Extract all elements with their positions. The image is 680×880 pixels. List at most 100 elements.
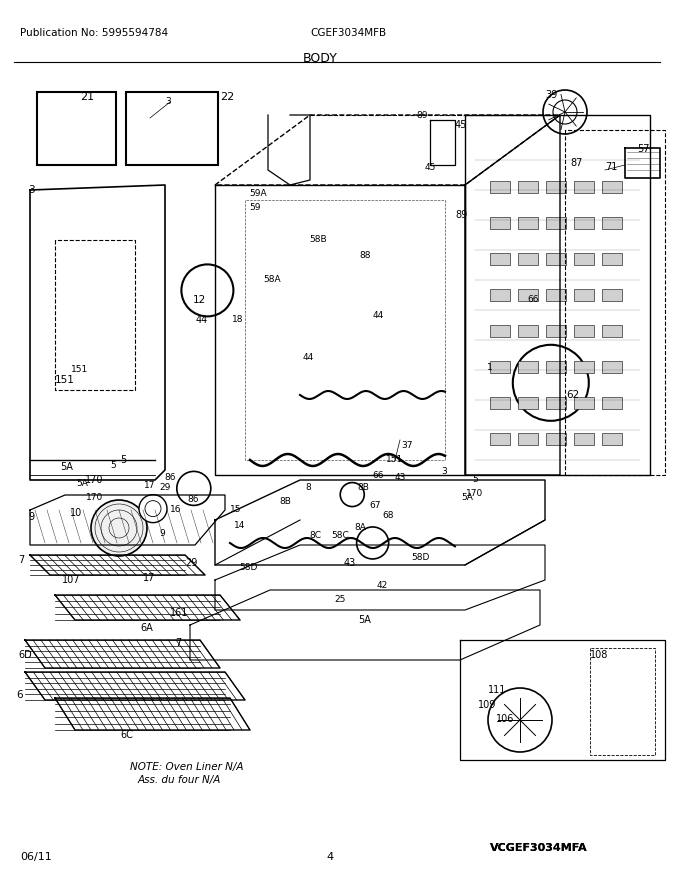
- Bar: [37, 92, 116, 165]
- Text: 109: 109: [478, 700, 496, 710]
- Text: 21: 21: [80, 92, 94, 102]
- Text: 17: 17: [144, 480, 156, 489]
- Bar: [126, 92, 218, 165]
- Text: 29: 29: [159, 483, 171, 493]
- Circle shape: [488, 688, 552, 752]
- Bar: [602, 289, 622, 301]
- Bar: [518, 325, 538, 337]
- Bar: [518, 217, 538, 229]
- Bar: [518, 361, 538, 373]
- Text: 5: 5: [472, 475, 478, 485]
- Text: 58C: 58C: [331, 531, 349, 539]
- Text: 6C: 6C: [120, 730, 133, 740]
- Text: 3: 3: [165, 98, 171, 106]
- Bar: [574, 325, 594, 337]
- Bar: [546, 289, 566, 301]
- Text: 67: 67: [369, 501, 381, 510]
- Text: 6: 6: [16, 690, 22, 700]
- Text: 8: 8: [305, 483, 311, 493]
- Bar: [574, 289, 594, 301]
- Bar: [518, 289, 538, 301]
- Bar: [602, 397, 622, 409]
- Text: 4: 4: [326, 852, 334, 862]
- Text: 151: 151: [71, 365, 88, 375]
- Text: 1: 1: [487, 363, 493, 372]
- Text: 5A: 5A: [461, 494, 473, 502]
- Circle shape: [182, 264, 233, 317]
- Bar: [574, 181, 594, 193]
- Text: 87: 87: [570, 158, 582, 168]
- Bar: [518, 397, 538, 409]
- Bar: [546, 361, 566, 373]
- Circle shape: [177, 472, 211, 505]
- Text: 161: 161: [170, 608, 188, 618]
- Text: 66: 66: [527, 296, 539, 304]
- Bar: [490, 397, 510, 409]
- Text: 43: 43: [394, 473, 406, 482]
- Circle shape: [139, 495, 167, 523]
- Text: 107: 107: [62, 575, 80, 585]
- Text: BODY: BODY: [303, 52, 337, 65]
- Text: 10: 10: [70, 508, 82, 518]
- Text: 66: 66: [372, 471, 384, 480]
- Circle shape: [145, 501, 161, 517]
- Text: 8A: 8A: [354, 524, 366, 532]
- Text: 45: 45: [455, 120, 467, 130]
- Text: 58D: 58D: [239, 563, 257, 573]
- Text: 25: 25: [335, 596, 345, 605]
- Bar: [602, 361, 622, 373]
- Text: 57: 57: [637, 144, 649, 154]
- Text: 8C: 8C: [309, 531, 321, 539]
- Text: 111: 111: [488, 685, 507, 695]
- Bar: [602, 217, 622, 229]
- Text: 170: 170: [466, 488, 483, 497]
- Text: 151: 151: [386, 456, 404, 465]
- Text: 59A: 59A: [249, 188, 267, 197]
- Text: 06/11: 06/11: [20, 852, 52, 862]
- Text: 3: 3: [441, 466, 447, 475]
- Text: 45: 45: [424, 164, 436, 172]
- Text: 44: 44: [373, 311, 384, 319]
- Text: 8B: 8B: [357, 483, 369, 493]
- Text: 9: 9: [28, 512, 34, 522]
- Bar: [574, 433, 594, 445]
- Text: 58A: 58A: [263, 275, 281, 284]
- Text: 37: 37: [401, 441, 413, 450]
- Text: 89: 89: [455, 210, 467, 220]
- Text: 9: 9: [159, 529, 165, 538]
- Text: 86: 86: [165, 473, 175, 482]
- Bar: [574, 397, 594, 409]
- Text: 5A: 5A: [60, 462, 73, 472]
- Bar: [546, 217, 566, 229]
- Circle shape: [553, 100, 577, 124]
- Text: 6A: 6A: [140, 623, 153, 633]
- Text: 3: 3: [28, 185, 35, 195]
- Bar: [490, 325, 510, 337]
- Bar: [546, 181, 566, 193]
- Bar: [490, 217, 510, 229]
- Text: 89: 89: [416, 111, 428, 120]
- Bar: [518, 181, 538, 193]
- Bar: [602, 433, 622, 445]
- Text: Publication No: 5995594784: Publication No: 5995594784: [20, 28, 168, 38]
- Text: 88: 88: [359, 251, 371, 260]
- Bar: [574, 217, 594, 229]
- Text: 7: 7: [18, 555, 24, 565]
- Bar: [546, 433, 566, 445]
- Text: 5A: 5A: [358, 615, 371, 625]
- Text: 15: 15: [231, 505, 242, 515]
- Text: 62: 62: [566, 390, 579, 400]
- Circle shape: [340, 482, 364, 507]
- Text: CGEF3034MFB: CGEF3034MFB: [310, 28, 386, 38]
- Text: 12: 12: [193, 295, 206, 305]
- Text: 108: 108: [590, 650, 609, 660]
- Text: 5: 5: [120, 455, 126, 465]
- Text: 86: 86: [187, 495, 199, 504]
- Bar: [490, 361, 510, 373]
- Text: 106: 106: [496, 714, 514, 724]
- Text: 151: 151: [55, 375, 75, 385]
- Text: VCGEF3034MFA: VCGEF3034MFA: [490, 843, 588, 853]
- Text: 68: 68: [382, 510, 394, 519]
- Bar: [602, 181, 622, 193]
- Text: 14: 14: [235, 520, 245, 530]
